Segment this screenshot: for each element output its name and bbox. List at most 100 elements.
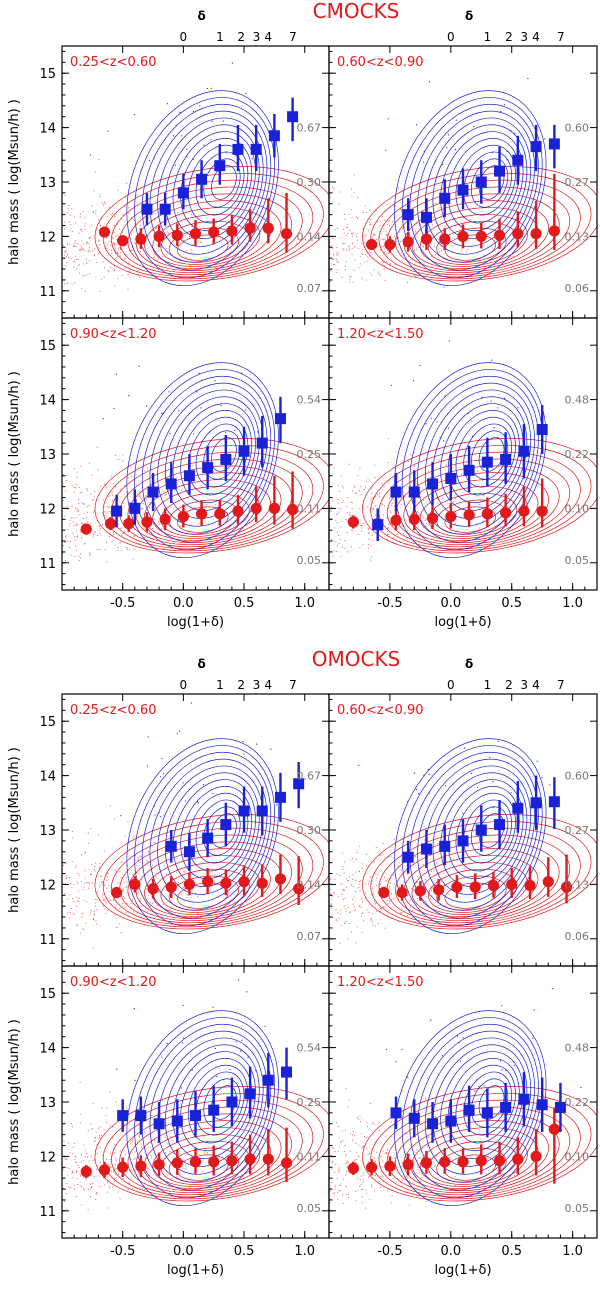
halo-point — [120, 527, 122, 529]
central-contour — [134, 97, 275, 279]
halo-point — [429, 895, 431, 897]
halo-point — [49, 1195, 50, 1196]
halo-point — [338, 1189, 340, 1192]
halo-point — [358, 881, 360, 883]
series-blue — [390, 1072, 566, 1143]
data-point-square — [518, 1093, 530, 1105]
halo-point — [154, 219, 156, 221]
central-point — [552, 987, 554, 990]
halo-point — [51, 896, 52, 897]
halo-point — [365, 883, 367, 885]
data-point-circle — [420, 1157, 433, 1169]
halo-point — [115, 257, 117, 259]
halo-point — [89, 260, 91, 262]
halo-point — [337, 912, 339, 914]
halo-point — [333, 1192, 335, 1194]
halo-point — [186, 894, 188, 896]
halo-point — [357, 1177, 359, 1179]
halo-point — [78, 503, 80, 505]
halo-point — [98, 1128, 100, 1130]
halo-point — [379, 907, 382, 909]
halo-point — [394, 1157, 396, 1159]
halo-point — [118, 523, 120, 525]
halo-point — [290, 533, 291, 534]
halo-point — [73, 524, 75, 526]
halo-point — [382, 842, 384, 845]
contour-level-label: 0.54 — [297, 394, 322, 407]
halo-point — [147, 910, 149, 912]
halo-point — [388, 523, 390, 525]
halo-point — [92, 536, 94, 538]
data-point-square — [220, 453, 232, 465]
halo-point — [381, 503, 383, 505]
halo-point — [348, 244, 350, 246]
delta-axis-label: δ — [465, 657, 473, 671]
halo-point — [69, 917, 71, 919]
halo-point — [342, 868, 344, 870]
halo-point — [94, 1140, 96, 1142]
halo-point — [414, 1161, 416, 1163]
central-point — [181, 1042, 184, 1044]
halo-point — [122, 888, 125, 890]
halo-point — [362, 522, 364, 524]
halo-point — [19, 273, 20, 274]
halo-point — [369, 221, 371, 223]
halo-point — [83, 1160, 85, 1162]
halo-point — [304, 247, 305, 248]
halo-point — [41, 245, 42, 246]
halo-point — [91, 205, 93, 207]
halo-point — [65, 479, 67, 482]
halo-point — [323, 478, 324, 479]
halo-point — [339, 1146, 341, 1148]
central-point — [169, 432, 171, 434]
data-point-circle — [226, 225, 238, 237]
halo-point — [324, 251, 325, 252]
halo-point — [354, 909, 357, 911]
halo-point — [303, 913, 304, 914]
halo-point — [67, 256, 69, 258]
halo-point — [343, 232, 345, 234]
delta-tick-label: 2 — [505, 678, 513, 692]
halo-point — [113, 231, 115, 233]
halo-point — [264, 264, 265, 265]
data-point-circle — [98, 226, 111, 238]
halo-point — [316, 1146, 317, 1147]
central-contour — [440, 403, 524, 511]
halo-point — [141, 1147, 143, 1149]
halo-point — [288, 278, 289, 279]
halo-point — [107, 511, 109, 513]
halo-point — [336, 1198, 339, 1200]
halo-point — [351, 490, 354, 492]
halo-point — [64, 1121, 66, 1123]
plot-area — [264, 77, 597, 289]
halo-point — [107, 271, 109, 273]
central-contour — [417, 382, 535, 535]
halo-point — [353, 861, 355, 863]
halo-point — [445, 904, 447, 906]
data-point-circle — [347, 516, 359, 528]
central-contour — [126, 362, 279, 559]
halo-point — [77, 1184, 79, 1186]
halo-contour — [403, 1120, 549, 1192]
halo-point — [36, 536, 37, 537]
data-point-square — [135, 1110, 147, 1122]
halo-point — [387, 220, 389, 222]
halo-point — [126, 891, 128, 894]
halo-point — [358, 906, 360, 908]
halo-point — [110, 245, 112, 247]
halo-point — [353, 485, 355, 487]
halo-point — [77, 899, 79, 901]
halo-point — [250, 904, 251, 905]
halo-point — [300, 1171, 301, 1172]
halo-point — [441, 486, 443, 489]
halo-point — [201, 1170, 203, 1172]
halo-point — [305, 1189, 306, 1190]
plot-area — [250, 738, 597, 944]
halo-point — [391, 524, 393, 526]
halo-point — [435, 862, 437, 864]
halo-point — [105, 1163, 108, 1165]
halo-point — [372, 921, 374, 923]
halo-point — [34, 536, 35, 537]
halo-point — [97, 891, 99, 893]
halo-point — [133, 535, 135, 538]
